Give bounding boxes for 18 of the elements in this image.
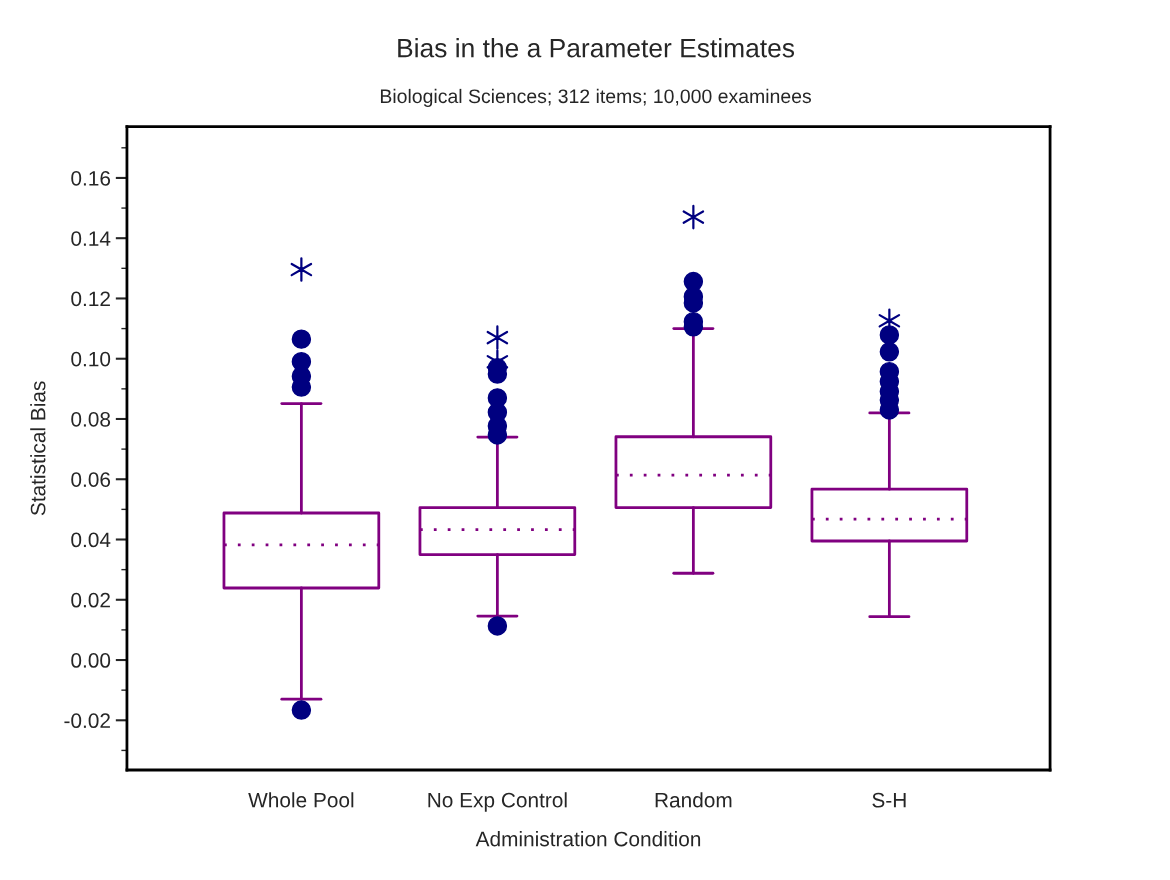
x-tick-label: S-H [872,792,906,808]
y-tick-label: 0.06 [71,472,111,487]
x-tick-label: No Exp Control [428,792,567,812]
y-tick-label: 0.08 [71,411,111,427]
x-tick-label: Random [655,792,732,808]
y-tick-label: -0.02 [64,713,110,729]
y-tick-label: 0.16 [71,170,111,186]
y-tick-label: 0.02 [71,592,110,608]
y-tick-label: 0.00 [71,653,111,668]
x-axis-title: Administration Condition [475,831,701,847]
y-tick-label: 0.10 [71,351,111,367]
x-tick-label: Whole Pool [248,792,354,808]
y-tick-label: 0.14 [71,231,111,246]
y-tick-label: 0.04 [71,532,111,548]
chart-subtitle: Biological Sciences; 312 items; 10,000 examinees [380,88,812,107]
chart-title: Bias in the a Parameter Estimates [398,38,795,58]
y-tick-label: 0.12 [71,291,110,307]
y-axis-title: Statistical Bias [30,381,46,516]
